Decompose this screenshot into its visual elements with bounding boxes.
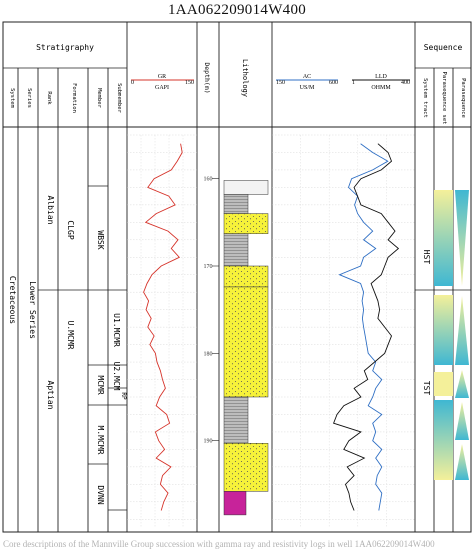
tract-hst-label: HST: [422, 250, 431, 265]
ac-curve: [338, 143, 389, 511]
rank-aptian-label: Aptian: [46, 381, 55, 410]
formation-header: Formation: [71, 83, 77, 113]
series-unit-label: Lower Series: [28, 281, 37, 339]
depth-tick-label: 190: [204, 439, 213, 445]
tract-tst-label: TST: [422, 381, 431, 396]
system-header: System: [9, 88, 15, 109]
member-wbsk-label: WBSK: [96, 230, 105, 249]
ac-min-label: 150: [276, 80, 285, 86]
system-unit-label: Cretaceous: [8, 276, 17, 324]
lld-max-label: 400: [401, 80, 410, 86]
submember-rp-label: RP: [120, 392, 127, 400]
parasequence-triangles: [455, 190, 469, 480]
system-tract-header: System tract: [422, 78, 428, 118]
lithology-bed-9: [223, 491, 247, 516]
ps-triangle-5: [455, 444, 469, 480]
parasequence-header: Parasequence: [460, 78, 466, 118]
gr-curve: [143, 143, 183, 511]
lithology-bed-8: [223, 443, 269, 492]
member-mmcmr-label: M.MCMR: [96, 426, 105, 455]
submember-header: Submember: [116, 83, 122, 113]
lld-unit-label: OHMM: [371, 85, 391, 91]
lithology-bed-5: [223, 265, 269, 288]
lithology-header: Lithology: [241, 59, 249, 97]
psset-box-4: [434, 400, 453, 480]
gr-curve-label: GR: [158, 74, 166, 80]
lithology-bed-3: [223, 213, 269, 234]
gr-max-label: 150: [185, 80, 194, 86]
ps-triangle-3: [455, 370, 469, 398]
lithology-column: [223, 180, 269, 516]
formation-umcmr-label: U.MCMR: [66, 321, 75, 350]
member-header: Member: [96, 88, 102, 109]
lithology-bed-4: [223, 233, 249, 267]
rank-header: Rank: [46, 91, 52, 105]
lithology-bed-2: [223, 194, 249, 214]
lld-curve: [333, 143, 400, 511]
submember-u2mcm-label: U2.MCM: [112, 362, 121, 391]
sequence-header: Sequence: [424, 43, 463, 52]
ac-unit-label: US/M: [300, 85, 315, 91]
ps-triangle-2: [455, 296, 469, 365]
figure-caption: Core descriptions of the Mannville Group…: [3, 539, 435, 549]
member-dvnn-label: DVNN: [96, 485, 105, 504]
lld-min-label: 1: [352, 80, 355, 86]
gr-min-label: 0: [131, 80, 134, 86]
member-mcmr-label: MCMR: [96, 375, 105, 394]
lithology-bed-6: [223, 286, 269, 398]
psset-box-3: [434, 372, 453, 396]
depth-tick-label: 170: [204, 264, 213, 270]
parasequence-sets: [434, 190, 453, 480]
depth-header: Depth(m): [203, 62, 211, 93]
gr-unit-label: GAPI: [155, 85, 169, 91]
psset-box-1: [434, 190, 453, 286]
rank-albian-label: Albian: [46, 196, 55, 225]
series-header: Series: [26, 88, 32, 108]
depth-tick-label: 180: [204, 351, 213, 357]
log-curves: [143, 143, 400, 511]
gr-track-header: 0 150 GR GAPI: [131, 74, 194, 91]
ps-triangle-4: [455, 402, 469, 440]
stratigraphy-header: Stratigraphy: [36, 43, 94, 52]
lithology-bed-7: [223, 396, 249, 444]
ac-lld-track-header: 150 600 1 400 AC US/M LLD OHMM: [276, 74, 410, 91]
depth-ticks: 160 170 180 190: [204, 177, 219, 445]
well-title: 1AA062209014W400: [167, 2, 307, 18]
lld-curve-label: LLD: [375, 74, 387, 80]
ac-curve-label: AC: [303, 74, 311, 80]
track-gridlines: [127, 134, 415, 528]
formation-clgp-label: CLGP: [66, 220, 75, 239]
lithology-bed-1: [223, 180, 269, 195]
parasequence-set-header: Parasequence set: [441, 72, 447, 125]
member-u1mcmr-label: U1.MCMR: [112, 313, 121, 347]
depth-tick-label: 160: [204, 177, 213, 183]
ac-max-label: 600: [329, 80, 338, 86]
psset-box-2: [434, 295, 453, 365]
ps-triangle-1: [455, 190, 469, 286]
